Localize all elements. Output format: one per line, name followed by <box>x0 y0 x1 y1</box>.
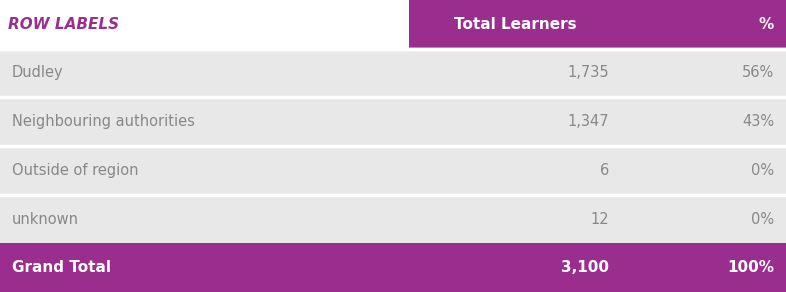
Bar <box>409 195 621 243</box>
Bar <box>409 49 621 97</box>
Bar <box>621 195 786 243</box>
Text: unknown: unknown <box>12 211 79 227</box>
Bar <box>0 146 409 195</box>
Bar <box>409 243 621 292</box>
Text: 1,347: 1,347 <box>567 114 609 129</box>
Bar <box>409 146 621 195</box>
Text: 12: 12 <box>590 211 609 227</box>
Text: 100%: 100% <box>727 260 774 275</box>
Text: 6: 6 <box>600 163 609 178</box>
Text: 43%: 43% <box>742 114 774 129</box>
Bar <box>621 49 786 97</box>
Text: 56%: 56% <box>742 65 774 81</box>
Bar <box>621 243 786 292</box>
Text: Outside of region: Outside of region <box>12 163 138 178</box>
Text: Dudley: Dudley <box>12 65 64 81</box>
Bar <box>621 146 786 195</box>
Text: Neighbouring authorities: Neighbouring authorities <box>12 114 195 129</box>
Bar <box>0 0 409 49</box>
Bar <box>0 49 409 97</box>
Bar <box>409 97 621 146</box>
Text: 3,100: 3,100 <box>561 260 609 275</box>
Text: 0%: 0% <box>751 211 774 227</box>
Bar <box>0 195 409 243</box>
Text: 0%: 0% <box>751 163 774 178</box>
Text: 1,735: 1,735 <box>567 65 609 81</box>
Bar <box>0 243 409 292</box>
Text: %: % <box>759 17 774 32</box>
Text: ROW LABELS: ROW LABELS <box>8 17 119 32</box>
Bar <box>409 0 621 49</box>
Text: Total Learners: Total Learners <box>454 17 576 32</box>
Bar <box>0 97 409 146</box>
Bar <box>621 97 786 146</box>
Bar <box>621 0 786 49</box>
Text: Grand Total: Grand Total <box>12 260 111 275</box>
